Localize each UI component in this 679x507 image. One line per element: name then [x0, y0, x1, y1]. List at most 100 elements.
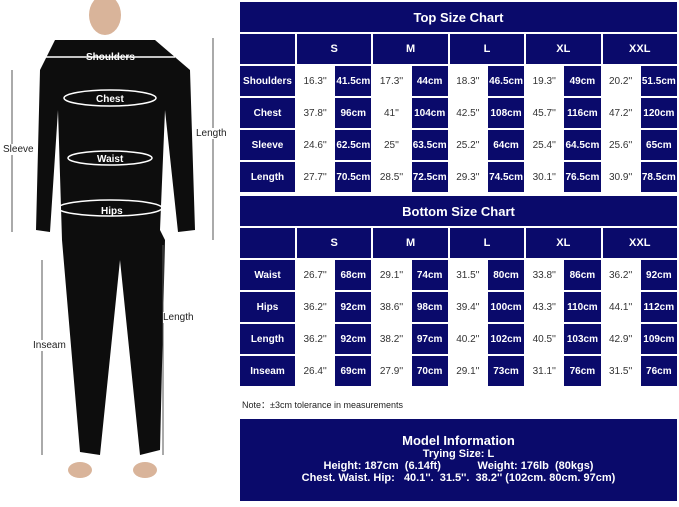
row-label: Length	[240, 324, 295, 354]
label-hips: Hips	[101, 206, 123, 217]
bottom-chart-title: Bottom Size Chart	[240, 196, 677, 226]
cm-cell: 74cm	[411, 260, 448, 290]
label-chest: Chest	[96, 94, 124, 105]
inch-cell: 24.6''	[297, 130, 334, 160]
cm-cell: 74.5cm	[487, 162, 525, 192]
size-header: L	[449, 34, 525, 64]
inch-cell: 37.8''	[297, 98, 334, 128]
inch-cell: 33.8''	[526, 260, 563, 290]
inch-cell: 31.1''	[526, 356, 563, 386]
inch-cell: 29.1''	[449, 356, 486, 386]
row-label: Waist	[240, 260, 295, 290]
cm-cell: 76cm	[640, 356, 677, 386]
corner-cell	[240, 228, 295, 258]
cm-cell: 76.5cm	[564, 162, 601, 192]
size-header: S	[297, 228, 372, 258]
inch-cell: 20.2''	[602, 66, 639, 96]
inch-cell: 18.3''	[449, 66, 486, 96]
inch-cell: 17.3''	[373, 66, 410, 96]
model-information: Model Information Trying Size: L Height:…	[240, 419, 677, 501]
inch-cell: 38.2''	[373, 324, 410, 354]
cm-cell: 116cm	[564, 98, 601, 128]
inch-cell: 41''	[373, 98, 410, 128]
inch-cell: 31.5''	[602, 356, 639, 386]
inch-cell: 42.5''	[449, 98, 486, 128]
cm-cell: 70.5cm	[335, 162, 372, 192]
cm-cell: 73cm	[487, 356, 525, 386]
size-header: XL	[526, 34, 601, 64]
inch-cell: 19.3''	[526, 66, 563, 96]
cm-cell: 72.5cm	[411, 162, 448, 192]
table-row: Length 36.2'' 92cm 38.2'' 97cm 40.2'' 102cm 40.…	[240, 324, 677, 354]
cm-cell: 110cm	[564, 292, 601, 322]
row-label: Chest	[240, 98, 295, 128]
inch-cell: 38.6''	[373, 292, 410, 322]
cm-cell: 98cm	[411, 292, 448, 322]
inch-cell: 36.2''	[297, 324, 334, 354]
inch-cell: 30.1''	[526, 162, 563, 192]
cm-cell: 49cm	[564, 66, 601, 96]
inch-cell: 47.2''	[602, 98, 639, 128]
inch-cell: 36.2''	[297, 292, 334, 322]
size-header-row: S M L XL XXL	[240, 228, 677, 258]
label-top-length: Length	[196, 128, 227, 139]
table-row: Waist 26.7'' 68cm 29.1'' 74cm 31.5'' 80cm 33.8'…	[240, 260, 677, 290]
inch-cell: 29.3''	[449, 162, 486, 192]
row-label: Sleeve	[240, 130, 295, 160]
inch-cell: 27.9''	[373, 356, 410, 386]
cm-cell: 112cm	[640, 292, 677, 322]
cm-cell: 65cm	[640, 130, 677, 160]
cm-cell: 92cm	[640, 260, 677, 290]
inch-cell: 45.7''	[526, 98, 563, 128]
row-label: Length	[240, 162, 295, 192]
chest-waist-hip: Chest. Waist. Hip: 40.1''. 31.5''. 38.2'…	[301, 472, 616, 484]
size-header: XXL	[602, 228, 677, 258]
inch-cell: 30.9''	[602, 162, 639, 192]
cm-cell: 44cm	[411, 66, 448, 96]
inch-cell: 31.5''	[449, 260, 486, 290]
inch-cell: 27.7''	[297, 162, 334, 192]
model-figure: Shoulders Chest Waist Hips Sleeve Length…	[0, 0, 236, 502]
tolerance-note: Note：±3cm tolerance in measurements	[242, 400, 404, 410]
cm-cell: 96cm	[335, 98, 372, 128]
cm-cell: 80cm	[487, 260, 525, 290]
row-label: Hips	[240, 292, 295, 322]
model-info-title: Model Information	[402, 433, 515, 448]
size-header: M	[373, 228, 448, 258]
label-bottom-length: Length	[163, 312, 194, 323]
size-header: L	[449, 228, 525, 258]
inch-cell: 29.1''	[373, 260, 410, 290]
cm-cell: 69cm	[335, 356, 372, 386]
row-label: Inseam	[240, 356, 295, 386]
cm-cell: 97cm	[411, 324, 448, 354]
label-shoulders: Shoulders	[86, 52, 135, 63]
height-weight: Height: 187cm (6.14ft) Weight: 176lb (80…	[323, 460, 594, 472]
size-header: XXL	[602, 34, 677, 64]
top-size-table: S M L XL XXL Shoulders 16.3'' 41.5cm 17.3'' 44cm 1…	[238, 32, 679, 194]
cm-cell: 120cm	[640, 98, 677, 128]
inch-cell: 28.5''	[373, 162, 410, 192]
bottom-size-chart: Bottom Size Chart S M L XL XXL Waist 26.7'' 68c…	[240, 196, 677, 388]
model-silhouette	[11, 0, 214, 478]
inch-cell: 25.4''	[526, 130, 563, 160]
label-sleeve: Sleeve	[3, 144, 34, 155]
table-row: Hips 36.2'' 92cm 38.6'' 98cm 39.4'' 100cm 43.3'…	[240, 292, 677, 322]
label-waist: Waist	[97, 154, 124, 165]
table-row: Chest 37.8'' 96cm 41'' 104cm 42.5'' 108cm 45.7'…	[240, 98, 677, 128]
size-header: S	[297, 34, 372, 64]
cm-cell: 68cm	[335, 260, 372, 290]
cm-cell: 46.5cm	[487, 66, 525, 96]
inch-cell: 25''	[373, 130, 410, 160]
inch-cell: 25.2''	[449, 130, 486, 160]
cm-cell: 76cm	[564, 356, 601, 386]
top-chart-title: Top Size Chart	[240, 2, 677, 32]
size-header: XL	[526, 228, 601, 258]
cm-cell: 86cm	[564, 260, 601, 290]
cm-cell: 108cm	[487, 98, 525, 128]
trying-size: Trying Size: L	[422, 448, 495, 460]
cm-cell: 62.5cm	[335, 130, 372, 160]
bottom-size-table: S M L XL XXL Waist 26.7'' 68cm 29.1'' 74cm 31.5'' 8…	[238, 226, 679, 388]
cm-cell: 64cm	[487, 130, 525, 160]
table-row: Sleeve 24.6'' 62.5cm 25'' 63.5cm 25.2'' 64cm 25…	[240, 130, 677, 160]
table-row: Inseam 26.4'' 69cm 27.9'' 70cm 29.1'' 73cm 31.1…	[240, 356, 677, 386]
